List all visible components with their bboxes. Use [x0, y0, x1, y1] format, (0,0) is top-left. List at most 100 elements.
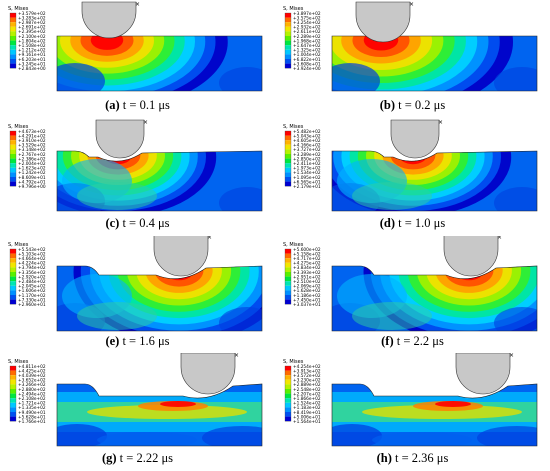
- reference-point-marker: ×: [135, 1, 140, 8]
- legend-value: +2.108e+02: [18, 396, 46, 402]
- legend-value: +1.804e+02: [18, 38, 46, 44]
- colorbar-swatch: [10, 36, 16, 41]
- colorbar-swatch: [10, 135, 16, 140]
- colorbar-swatch: [10, 162, 16, 168]
- colorbar-swatch: [285, 45, 291, 50]
- legend-value: +5.628e+01: [18, 415, 46, 421]
- legend-value: +2.548e+02: [293, 387, 321, 393]
- legend-value: +1.212e+02: [18, 48, 46, 54]
- legend-value: +5.103e+02: [18, 251, 46, 257]
- legend-value: +4.717e+02: [293, 256, 321, 262]
- legend-value: +3.289e+02: [293, 152, 321, 158]
- legend-value: +1.183e+02: [293, 405, 321, 411]
- colorbar-swatch: [10, 262, 16, 267]
- legend-value: +7.450e+01: [293, 297, 321, 303]
- colorbar-swatch: [10, 172, 16, 177]
- colorbar-swatch: [10, 130, 16, 136]
- legend-value: +3.230e+02: [293, 378, 321, 384]
- caption-h: (h) t = 2.36 μs: [275, 451, 550, 466]
- legend-value: +3.529e+02: [18, 142, 46, 148]
- colorbar-swatch: [10, 380, 16, 385]
- caption-c: (c) t = 0.4 μs: [0, 216, 275, 231]
- legend-value: +2.484e+02: [18, 279, 46, 285]
- caption-d: (d) t = 1.0 μs: [275, 216, 550, 231]
- legend-value: +4.291e+02: [18, 133, 46, 139]
- colorbar-swatch: [10, 248, 16, 254]
- colorbar-swatch: [285, 17, 291, 23]
- legend-value: +4.673e+02: [18, 129, 46, 135]
- colorbar-swatch: [285, 366, 291, 371]
- legend-value: +4.664e+02: [18, 256, 46, 262]
- panel-e: × S, Mises +5.543e+02 +5.103e+02 +4.664e+02 +…: [0, 235, 275, 354]
- legend-title: S, Mises: [283, 124, 304, 130]
- colorbar-swatch: [285, 176, 291, 182]
- legend-value: +3.356e+02: [18, 269, 46, 275]
- colorbar-swatch: [285, 412, 291, 417]
- colorbar-swatch: [285, 40, 291, 46]
- colorbar-swatch: [285, 13, 291, 18]
- colorbar-swatch: [10, 280, 16, 286]
- colorbar-swatch: [10, 266, 16, 272]
- legend-value: +6.203e+01: [18, 57, 46, 63]
- colorbar-swatch: [285, 370, 291, 376]
- colorbar-swatch: [10, 45, 16, 50]
- legend-value: +3.148e+02: [18, 147, 46, 153]
- caption-time: t = 2.22 μs: [119, 451, 174, 466]
- colorbar-swatch: [10, 398, 16, 404]
- legend-value: +1.623e+02: [18, 165, 46, 171]
- colorbar-swatch: [285, 262, 291, 267]
- caption-a: (a) t = 0.1 μs: [0, 98, 275, 113]
- legend-value: +3.266e+02: [18, 382, 46, 388]
- reference-point-marker: ×: [409, 1, 414, 8]
- caption-time: t = 1.0 μs: [398, 215, 446, 230]
- legend-value: +2.510e+02: [293, 279, 321, 285]
- colorbar-swatch: [10, 384, 16, 390]
- legend-title: S, Mises: [8, 242, 29, 248]
- legend-value: +3.575e+02: [293, 15, 321, 21]
- colorbar-swatch: [285, 162, 291, 168]
- reference-point-marker: ×: [207, 236, 212, 241]
- reference-point-marker: ×: [234, 353, 239, 359]
- legend-value: +3.283e+02: [18, 15, 46, 21]
- legend-value: +1.186e+02: [293, 292, 321, 298]
- legend-value: +2.611e+02: [293, 29, 321, 35]
- colorbar-swatch: [10, 412, 16, 417]
- colorbar-swatch: [10, 407, 16, 413]
- legend-value: +9.161e+01: [18, 52, 46, 58]
- colorbar-swatch: [10, 139, 16, 145]
- colorbar-swatch: [10, 299, 16, 304]
- colorbar-swatch: [285, 375, 291, 381]
- legend-value: +2.960e+01: [18, 302, 46, 308]
- legend-value: +2.850e+02: [293, 156, 321, 162]
- legend-value: +3.924e+00: [293, 66, 321, 72]
- colorbar-swatch: [10, 285, 16, 290]
- legend-value: +5.006e+01: [293, 415, 321, 421]
- colorbar-swatch: [10, 276, 16, 281]
- colorbar-swatch: [10, 54, 16, 59]
- legend-value: +2.045e+02: [18, 283, 46, 289]
- fem-plot-c: ×S, Mises+4.673e+02+4.291e+02+3.910e+02+…: [8, 119, 263, 212]
- caption-letter: (g): [101, 451, 117, 466]
- panel-f: × S, Mises +5.600e+02 +5.158e+02 +4.717e+02 +…: [275, 235, 550, 354]
- colorbar-swatch: [10, 416, 16, 422]
- legend-value: +4.811e+02: [18, 364, 46, 370]
- indenter-h: [455, 353, 511, 395]
- caption-letter: (f): [381, 333, 394, 348]
- colorbar-swatch: [285, 416, 291, 422]
- indenter-c: [95, 119, 145, 158]
- colorbar-swatch: [285, 285, 291, 290]
- legend-value: +3.579e+02: [18, 11, 46, 17]
- legend-value: +2.889e+02: [293, 382, 321, 388]
- legend-value: +5.482e+02: [293, 129, 321, 135]
- legend-value: +9.796e+00: [18, 184, 46, 190]
- legend-value: +2.004e+02: [18, 161, 46, 167]
- legend-value: +2.494e+02: [18, 392, 46, 398]
- legend-value: +5.543e+02: [18, 246, 46, 252]
- panel-d: × S, Mises +5.482e+02 +5.043e+02 +4.605e+02 +…: [275, 118, 550, 236]
- legend-value: +1.325e+02: [293, 48, 321, 54]
- legend-value: +1.170e+02: [18, 292, 46, 298]
- legend-title: S, Mises: [8, 6, 29, 12]
- legend-value: +1.968e+02: [293, 38, 321, 44]
- colorbar-swatch: [285, 271, 291, 277]
- colorbar-swatch: [285, 294, 291, 300]
